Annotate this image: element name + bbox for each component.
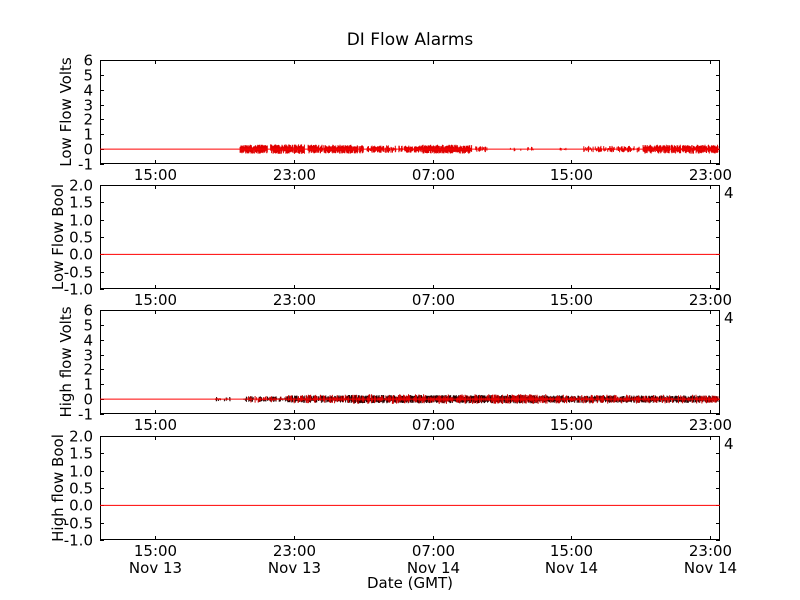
x-date-label: Nov 14 (545, 559, 598, 577)
y-tick-label: 2 (83, 361, 93, 379)
y-tick-label: 0.0 (69, 246, 93, 264)
y-tick-label: 0.5 (69, 229, 93, 247)
y-tick-label: 1.5 (69, 194, 93, 212)
x-date-label: Nov 14 (684, 559, 737, 577)
x-tick-label: 23:00 (273, 416, 316, 434)
x-tick-label: 07:00 (412, 291, 455, 309)
x-tick-label: 15:00 (550, 416, 593, 434)
x-tick-label: 07:00 (412, 416, 455, 434)
x-tick-label: 15:00 (134, 416, 177, 434)
x-tick-label: 07:00 (412, 166, 455, 184)
right-annotation: 4 (724, 435, 734, 453)
y-tick-label: 6 (83, 52, 93, 70)
x-tick-label: 07:00 (412, 542, 455, 560)
y-tick-label: 1 (83, 126, 93, 144)
axes-frame-low-flow-bool (100, 185, 720, 289)
x-tick-label: 23:00 (273, 291, 316, 309)
y-tick-label: 1 (83, 376, 93, 394)
x-tick-label: 23:00 (273, 542, 316, 560)
y-tick-label: 4 (83, 82, 93, 100)
x-tick-label: 23:00 (689, 542, 732, 560)
y-tick-label: 0.0 (69, 497, 93, 515)
x-tick-label: 23:00 (689, 416, 732, 434)
axes-frame-high-flow-volts (100, 310, 720, 414)
x-tick-label: 15:00 (550, 542, 593, 560)
x-date-label: Nov 13 (268, 559, 321, 577)
x-tick-label: 15:00 (550, 291, 593, 309)
x-tick-label: 15:00 (550, 166, 593, 184)
y-tick-label: 2 (83, 111, 93, 129)
y-tick-label: 4 (83, 332, 93, 350)
x-date-label: Nov 14 (407, 559, 460, 577)
y-tick-label: -1.0 (64, 532, 93, 550)
axes-frame-low-flow-volts (100, 60, 720, 164)
y-tick-label: 6 (83, 302, 93, 320)
x-date-label: Nov 13 (129, 559, 182, 577)
y-tick-label: 5 (83, 317, 93, 335)
y-tick-label: -0.5 (64, 515, 93, 533)
y-tick-label: 1.0 (69, 463, 93, 481)
x-axis-label: Date (GMT) (366, 574, 454, 592)
y-tick-label: 1.5 (69, 445, 93, 463)
y-tick-label: 3 (83, 347, 93, 365)
y-tick-label: -0.5 (64, 264, 93, 282)
y-tick-label: -1 (78, 406, 93, 424)
x-tick-label: 23:00 (689, 166, 732, 184)
y-tick-label: 5 (83, 67, 93, 85)
right-annotation: 4 (724, 309, 734, 327)
y-tick-label: 3 (83, 97, 93, 115)
y-tick-label: 2.0 (69, 428, 93, 446)
y-tick-label: 2.0 (69, 177, 93, 195)
right-annotation: 4 (724, 184, 734, 202)
axes-frame-high-flow-bool (100, 436, 720, 540)
x-tick-label: 15:00 (134, 166, 177, 184)
chart-title: DI Flow Alarms (346, 30, 474, 50)
y-tick-label: 0.5 (69, 480, 93, 498)
y-tick-label: 1.0 (69, 212, 93, 230)
x-tick-label: 15:00 (134, 291, 177, 309)
y-tick-label: 0 (83, 141, 93, 159)
y-tick-label: -1.0 (64, 281, 93, 299)
x-tick-label: 23:00 (689, 291, 732, 309)
x-tick-label: 23:00 (273, 166, 316, 184)
x-tick-label: 15:00 (134, 542, 177, 560)
y-tick-label: 0 (83, 391, 93, 409)
y-tick-label: -1 (78, 156, 93, 174)
